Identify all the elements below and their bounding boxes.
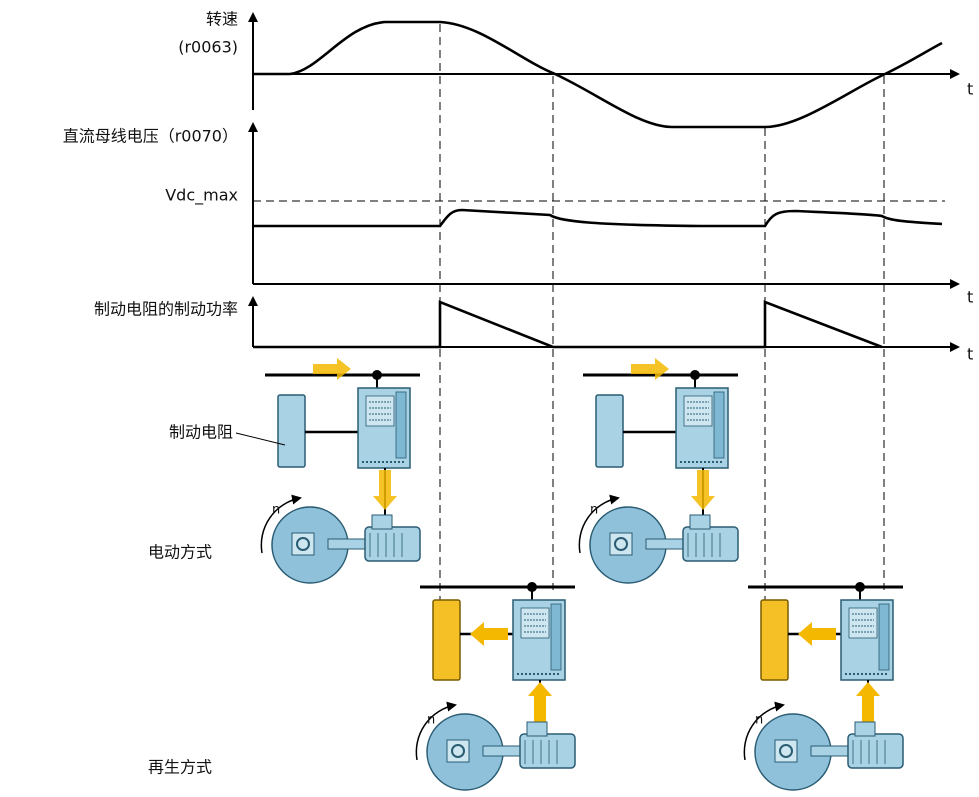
motoring-setup [261,358,420,583]
voltage-label: 直流母线电压（r0070） [63,127,238,146]
rotation-label: n [590,503,598,518]
power-curve [253,300,883,349]
speed-label: 转速 [206,10,238,29]
threshold-label: Vdc_max [165,186,238,206]
leader-line [235,432,286,446]
rotation-label: n [755,713,763,728]
resistor-label: 制动电阻 [169,423,233,442]
regenerating-setup [416,582,575,790]
speed-curve [253,20,943,129]
regenerating-setup [744,582,903,790]
mode-label: 再生方式 [148,758,212,777]
motoring-setup [579,358,738,583]
axis-label: t [967,80,973,99]
voltage-curve [253,208,943,228]
power-label: 制动电阻的制动功率 [94,300,238,319]
axis-label: t [967,288,973,307]
rotation-label: n [427,713,435,728]
speed-param: (r0063) [178,38,238,57]
time-marker [439,24,885,600]
axis-label: t [967,345,973,364]
mode-label: 电动方式 [148,543,212,562]
rotation-label: n [272,503,280,518]
